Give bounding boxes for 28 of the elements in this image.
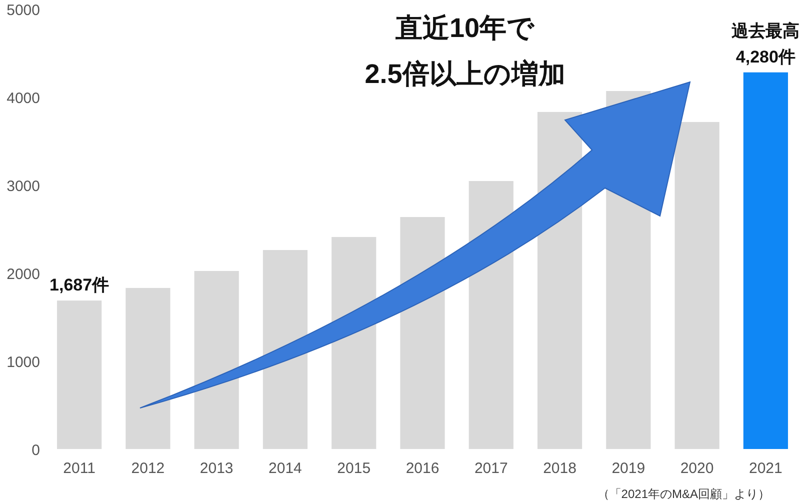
- annotation: 直近10年で 2.5倍以上の増加: [364, 13, 566, 89]
- bar: [743, 72, 788, 449]
- text: （「2021年のM&A回顧」より）: [597, 487, 770, 501]
- x-tick-label: 2017: [474, 460, 508, 477]
- bar: [674, 122, 720, 449]
- data-label: 1,687件: [50, 276, 110, 295]
- x-tick-label: 2014: [268, 460, 302, 477]
- x-tick-label: 2012: [131, 460, 165, 477]
- x-tick-label: 2018: [543, 460, 576, 477]
- x-tick-label: 2015: [337, 460, 371, 477]
- y-tick-label: 2000: [6, 266, 40, 283]
- x-tick-label: 2020: [680, 460, 714, 477]
- x-tick-label: 2016: [406, 460, 440, 477]
- y-tick-label: 1000: [6, 354, 40, 371]
- x-tick-label: 2021: [748, 460, 782, 477]
- x-tick-label: 2011: [63, 460, 96, 477]
- bar: [262, 250, 308, 449]
- y-tick-label: 0: [32, 442, 40, 459]
- bar: [194, 270, 239, 449]
- data-label: 4,280件: [736, 47, 796, 66]
- y-tick-label: 5000: [6, 2, 40, 19]
- bar: [57, 300, 102, 449]
- x-tick-label: 2019: [612, 460, 646, 477]
- y-tick-label: 3000: [6, 178, 40, 195]
- y-tick-label: 4000: [6, 90, 40, 107]
- annotation: 過去最高: [730, 21, 800, 40]
- x-tick-label: 2013: [200, 460, 234, 477]
- bar: [126, 288, 170, 449]
